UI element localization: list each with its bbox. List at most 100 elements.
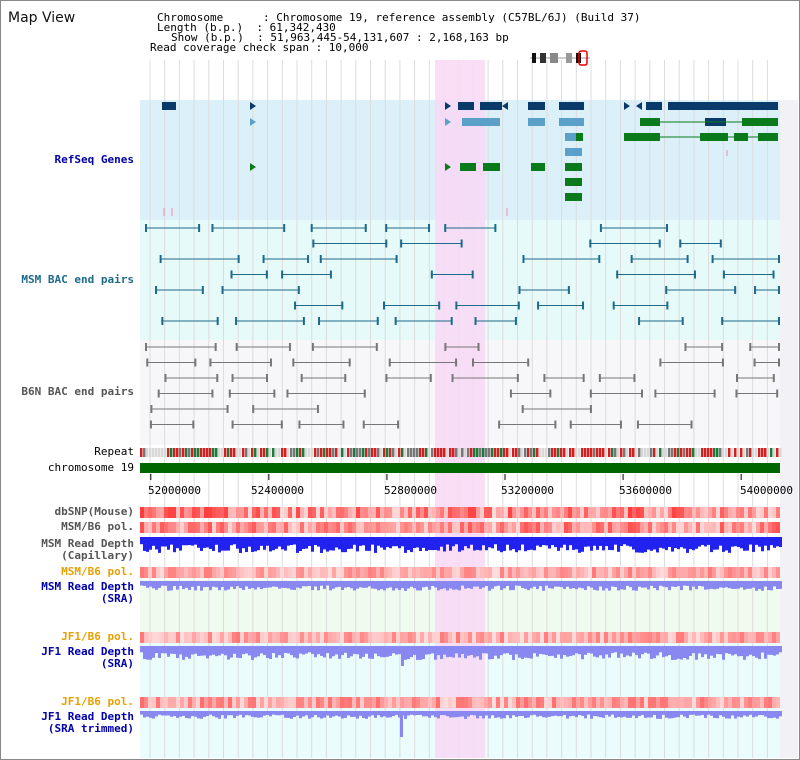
msm-sra-depth-bar <box>671 581 674 587</box>
track-label-jf1-trimmed: JF1 Read Depth <box>41 710 134 723</box>
repeat-element <box>605 448 608 457</box>
repeat-element <box>734 448 737 457</box>
msm-bac-pair-end <box>598 255 601 263</box>
jf1-trimmed-depth-bar <box>497 711 500 718</box>
jf1-trimmed-depth-bar <box>527 711 530 718</box>
heat-cell <box>632 522 636 533</box>
msm-sra-depth-bar <box>425 581 428 587</box>
repeat-element <box>284 448 287 457</box>
msm-bac-pair-end <box>294 301 297 310</box>
jf1-trimmed-depth-bar <box>143 711 146 718</box>
msm-bac-pair-end <box>658 239 661 248</box>
heat-cell <box>652 567 656 578</box>
heat-cell <box>776 632 780 643</box>
heat-cell <box>772 697 776 708</box>
jf1-trimmed-depth-bar <box>644 711 647 718</box>
jf1-sra-depth-bar <box>629 646 632 657</box>
gene <box>565 163 582 171</box>
heat-cell <box>272 697 276 708</box>
b6n-bac-pair-end <box>397 420 400 429</box>
repeat-element <box>467 448 470 457</box>
heat-cell <box>248 522 252 533</box>
heat-cell <box>240 567 244 578</box>
b6n-bac-pair-end <box>721 358 724 367</box>
heat-cell <box>432 632 436 643</box>
jf1-trimmed-depth-bar <box>530 711 533 716</box>
repeat-element <box>563 448 566 457</box>
track-label-refseq[interactable]: RefSeq Genes <box>54 153 134 166</box>
msm-capillary-depth-bar <box>233 537 236 545</box>
msm-bac-pair-end <box>385 239 388 248</box>
jf1-trimmed-depth-bar <box>704 711 707 718</box>
msm-bac-pair-end <box>159 255 162 263</box>
heat-cell <box>308 632 312 643</box>
jf1-trimmed-depth-bar <box>194 711 197 717</box>
heat-cell <box>412 507 416 518</box>
msm-capillary-depth-bar <box>320 537 323 553</box>
jf1-sra-depth-bar <box>764 646 767 659</box>
jf1-trimmed-depth-bar <box>209 711 212 715</box>
jf1-sra-depth-bar <box>341 646 344 656</box>
repeat-element <box>701 448 704 457</box>
heat-cell <box>696 507 700 518</box>
heat-cell <box>436 507 440 518</box>
track-label-msm-bac[interactable]: MSM BAC end pairs <box>21 273 134 286</box>
heat-cell <box>380 567 384 578</box>
msm-bac-pair-end <box>778 317 780 325</box>
jf1-trimmed-depth-bar <box>779 711 782 717</box>
repeat-element <box>419 448 422 457</box>
heat-cell <box>292 567 296 578</box>
jf1-trimmed-depth-bar <box>596 711 599 717</box>
msm-sra-depth-bar <box>485 581 488 587</box>
jf1-sra-depth-bar <box>392 646 395 654</box>
heat-cell <box>216 522 220 533</box>
heat-cell <box>404 567 408 578</box>
jf1-sra-depth-bar <box>650 646 653 659</box>
msm-capillary-depth-bar <box>245 537 248 553</box>
heat-cell <box>648 697 652 708</box>
heat-cell <box>364 697 368 708</box>
repeat-element <box>752 448 755 457</box>
jf1-trimmed-depth-bar <box>389 711 392 718</box>
heat-cell <box>620 522 624 533</box>
msm-sra-depth-bar <box>644 581 647 588</box>
repeat-element <box>164 448 167 457</box>
track-label-b6n-bac[interactable]: B6N BAC end pairs <box>21 385 134 398</box>
heat-cell <box>368 697 372 708</box>
jf1-trimmed-depth-bar <box>716 711 719 719</box>
heat-cell <box>352 697 356 708</box>
repeat-element <box>215 448 218 457</box>
msm-bac-pair-end <box>297 286 300 294</box>
msm-sra-depth-bar <box>710 581 713 589</box>
heat-cell <box>560 567 564 578</box>
heat-cell <box>232 697 236 708</box>
b6n-bac-pair-end <box>209 358 212 367</box>
jf1-sra-depth-bar <box>320 646 323 656</box>
heat-cell <box>140 697 144 708</box>
msm-sra-depth-bar <box>683 581 686 586</box>
msm-sra-depth-bar <box>584 581 587 590</box>
repeat-element <box>344 448 347 457</box>
repeat-element <box>347 448 350 457</box>
repeat-element <box>170 448 173 457</box>
repeat-element <box>308 448 311 457</box>
repeat-element <box>152 448 155 457</box>
b6n-bac-pair-end <box>509 389 512 398</box>
jf1-sra-depth-bar <box>545 646 548 655</box>
jf1-trimmed-depth-bar <box>668 711 671 719</box>
jf1-trimmed-depth-bar <box>635 711 638 718</box>
jf1-trimmed-depth-bar <box>200 711 203 719</box>
jf1-trimmed-depth-bar <box>734 711 737 719</box>
repeat-element <box>641 448 644 457</box>
heat-cell <box>756 522 760 533</box>
repeat-element <box>710 448 713 457</box>
heat-cell <box>624 507 628 518</box>
msm-sra-depth-bar <box>389 581 392 588</box>
msm-bac-pair-end <box>754 286 757 294</box>
heat-cell <box>564 697 568 708</box>
heat-cell <box>772 507 776 518</box>
heat-cell <box>332 522 336 533</box>
jf1-trimmed-depth-bar <box>749 711 752 715</box>
jf1-sra-depth-bar <box>287 646 290 654</box>
